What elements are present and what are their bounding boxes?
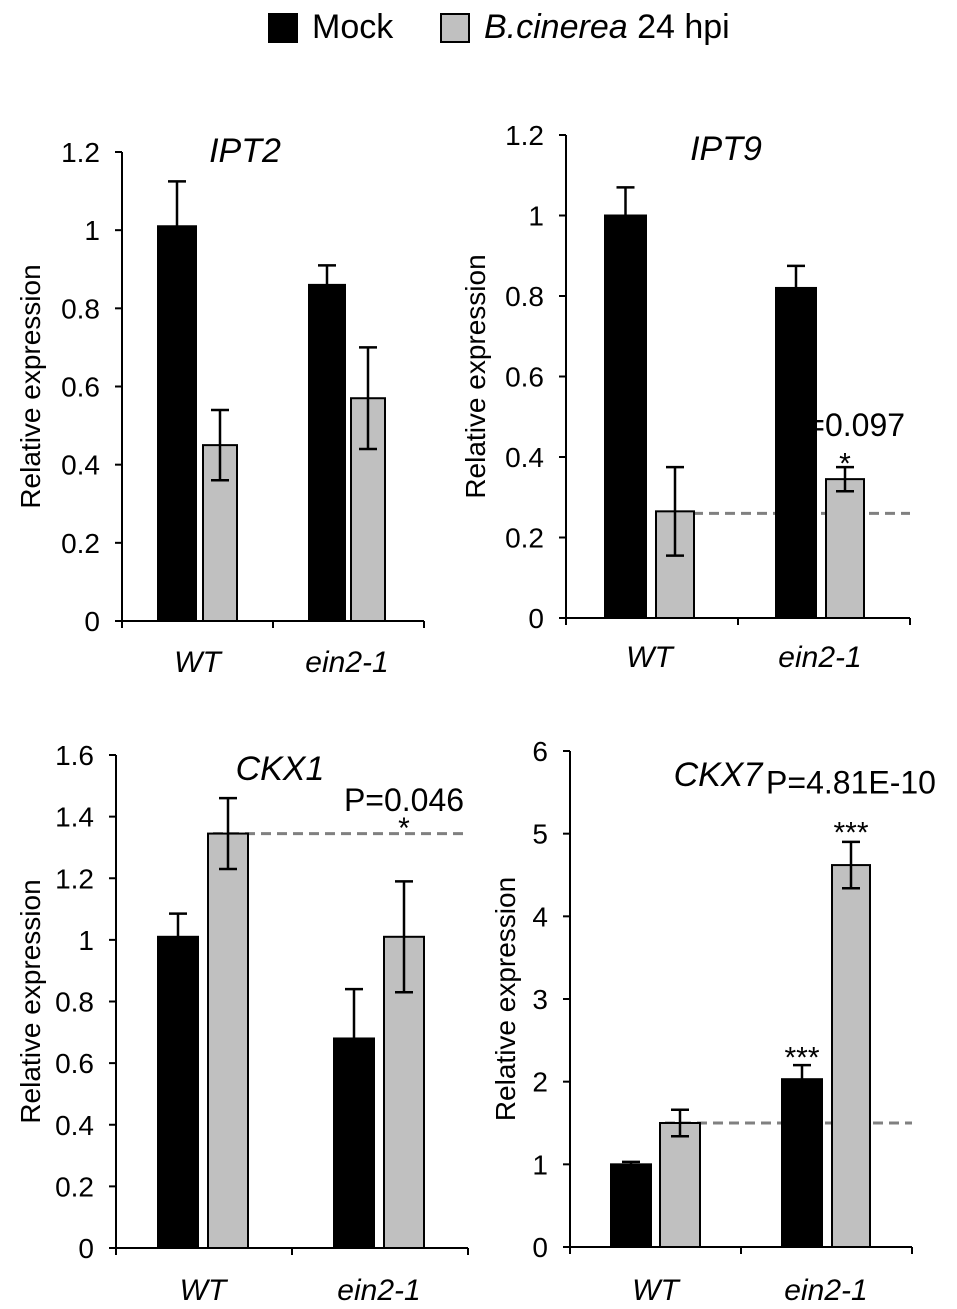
y-tick-label: 1.4: [55, 802, 94, 833]
y-tick-label: 2: [532, 1067, 548, 1098]
bar-mock-ein2-1: [775, 286, 817, 619]
x-category-label: ein2-1: [337, 1274, 420, 1307]
bar-treated-ein2-1: [825, 478, 865, 620]
y-axis-label: Relative expression: [490, 877, 521, 1121]
bar-mock-wt: [157, 225, 197, 622]
y-tick-label: 0: [84, 606, 100, 637]
legend-swatch-mock: [268, 12, 298, 43]
bar-treated-wt: [207, 832, 249, 1250]
y-tick-label: 1.6: [55, 740, 94, 771]
x-category-label: WT: [180, 1274, 229, 1307]
y-tick-label: 6: [532, 736, 548, 767]
significance-stars: ***: [833, 817, 868, 850]
y-tick-label: 1: [528, 201, 544, 232]
chart-title: IPT2: [209, 132, 281, 170]
chart-title: CKX1: [236, 750, 325, 788]
y-tick-label: 0.2: [61, 528, 100, 559]
significance-stars: ***: [784, 1041, 819, 1074]
y-tick-label: 0.4: [61, 450, 100, 481]
y-tick-label: 0.4: [505, 442, 544, 473]
chart-title: IPT9: [690, 130, 762, 168]
y-tick-label: 0.2: [505, 523, 544, 554]
y-tick-label: 0.8: [55, 987, 94, 1018]
y-tick-label: 0.6: [505, 362, 544, 393]
y-tick-label: 4: [532, 901, 548, 932]
x-category-label: WT: [174, 646, 223, 679]
bar-treated-wt: [202, 444, 238, 622]
y-tick-label: 1: [532, 1149, 548, 1180]
bar-treated-wt: [659, 1122, 701, 1248]
p-value-label: P=0.097: [785, 407, 905, 443]
y-tick-label: 0: [528, 603, 544, 634]
legend-label-treated-rest: 24 hpi: [627, 8, 730, 46]
bar-mock-ein2-1: [781, 1078, 823, 1248]
y-tick-label: 1.2: [505, 120, 544, 151]
y-tick-label: 0: [78, 1233, 94, 1264]
legend: Mock B.cinerea 24 hpi: [0, 0, 957, 60]
y-tick-label: 1: [84, 215, 100, 246]
y-tick-label: 0.2: [55, 1171, 94, 1202]
p-value-label: P=0.046: [344, 782, 464, 818]
x-category-label: ein2-1: [778, 641, 861, 674]
x-category-label: WT: [626, 641, 675, 674]
y-axis-label: Relative expression: [15, 879, 46, 1123]
legend-label-treated-italic: B.cinerea: [484, 8, 628, 46]
legend-label-treated: B.cinerea 24 hpi: [484, 8, 730, 47]
y-tick-label: 0.6: [55, 1048, 94, 1079]
x-category-label: ein2-1: [305, 646, 388, 679]
x-category-label: WT: [632, 1274, 681, 1307]
y-tick-label: 0.6: [61, 372, 100, 403]
y-tick-label: 0.8: [61, 293, 100, 324]
legend-swatch-treated: [440, 12, 470, 43]
y-tick-label: 1.2: [55, 863, 94, 894]
legend-item-treated: B.cinerea 24 hpi: [440, 8, 730, 47]
y-tick-label: 1: [78, 925, 94, 956]
y-tick-label: 0: [532, 1232, 548, 1263]
y-tick-label: 5: [532, 819, 548, 850]
y-tick-label: 0.4: [55, 1110, 94, 1141]
chart-title: CKX7: [674, 756, 764, 794]
bar-mock-wt: [610, 1163, 652, 1249]
significance-stars: *: [398, 812, 410, 845]
y-axis-label: Relative expression: [460, 254, 491, 498]
y-tick-label: 0.8: [505, 281, 544, 312]
x-category-label: ein2-1: [784, 1274, 867, 1307]
legend-item-mock: Mock: [268, 8, 393, 47]
bar-treated-ein2-1: [831, 864, 871, 1249]
significance-stars: *: [839, 448, 851, 481]
p-value-label: P=4.81E-10: [766, 765, 936, 801]
y-tick-label: 3: [532, 984, 548, 1015]
bar-mock-wt: [604, 214, 647, 619]
y-tick-label: 1.2: [61, 137, 100, 168]
y-axis-label: Relative expression: [15, 264, 46, 508]
legend-label-mock: Mock: [312, 8, 394, 46]
